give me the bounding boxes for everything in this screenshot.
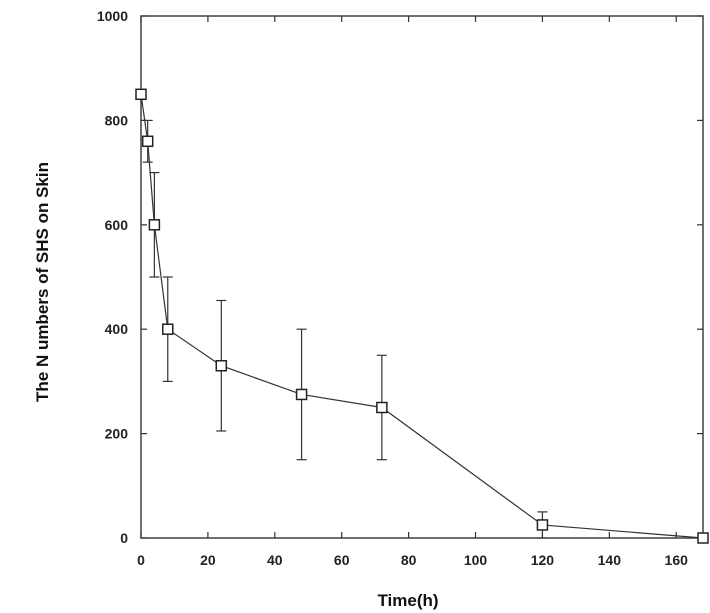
- data-point: [135, 88, 147, 101]
- data-point: [148, 219, 161, 231]
- y-tick-label: 0: [120, 530, 128, 546]
- x-tick-label: 100: [464, 552, 488, 568]
- x-tick-label: 0: [137, 552, 145, 568]
- ticks: 0 20 40 60 80 100 120 140 160 0 200 400 600 800 1000: [97, 8, 703, 568]
- data-point: [376, 401, 388, 414]
- x-tick-label: 20: [200, 552, 216, 568]
- error-bars: [142, 119, 548, 539]
- x-tick-label: 80: [401, 552, 417, 568]
- x-tick-label: 140: [598, 552, 622, 568]
- data-point: [295, 388, 308, 401]
- y-tick-label: 200: [105, 426, 129, 442]
- y-tick-label: 1000: [97, 8, 128, 24]
- plot-frame: [140, 15, 704, 539]
- data-point: [215, 359, 228, 372]
- x-axis-label: Time(h): [377, 591, 438, 610]
- data-point: [697, 532, 709, 544]
- x-tick-label: 40: [267, 552, 283, 568]
- x-tick-label: 160: [665, 552, 689, 568]
- data-point: [536, 519, 549, 531]
- y-tick-label: 800: [105, 112, 129, 128]
- axes: [140, 15, 704, 539]
- x-tick-label: 60: [334, 552, 350, 568]
- series-line: [140, 94, 704, 539]
- y-tick-label: 400: [105, 321, 129, 337]
- data-point: [141, 135, 154, 148]
- data-point: [162, 323, 174, 335]
- y-axis-label: The N umbers of SHS on Skin: [33, 162, 52, 402]
- x-tick-label: 120: [531, 552, 555, 568]
- markers: [135, 88, 709, 544]
- y-tick-label: 600: [105, 217, 129, 233]
